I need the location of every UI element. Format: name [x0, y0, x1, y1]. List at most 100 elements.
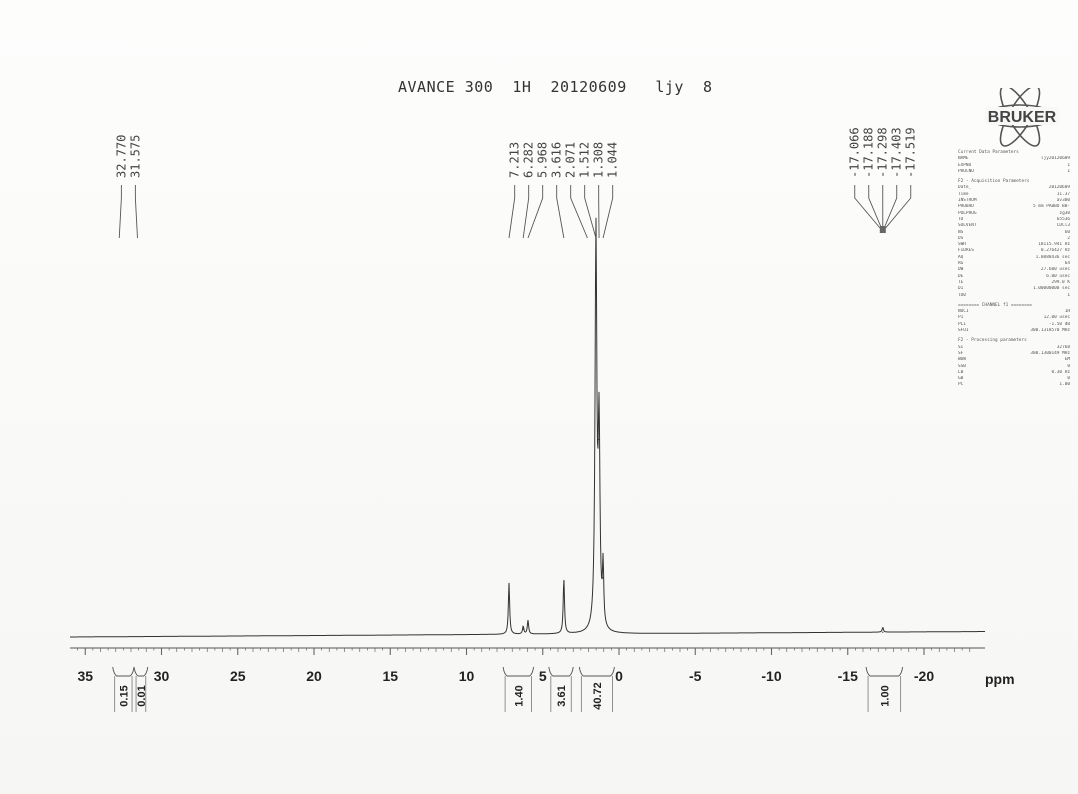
param-value: zg30 — [1059, 210, 1070, 216]
param-value: 64 — [1064, 261, 1070, 267]
peak-cluster-marker — [879, 226, 886, 233]
param-row: SI 32768 — [958, 345, 1070, 351]
param-row: PL1 -1.50 dB — [958, 322, 1070, 328]
param-key: NS — [958, 229, 964, 235]
spectrum-peak — [882, 631, 884, 633]
integral-bracket — [502, 666, 535, 677]
peak-label-leader — [885, 185, 912, 229]
param-value: CDCl3 — [1056, 223, 1070, 229]
peak-label: 2.071 — [564, 142, 578, 178]
peak-label: 1.044 — [606, 142, 620, 178]
param-key: TD0 — [958, 292, 966, 298]
bruker-logo-icon: BRUKER — [985, 85, 1059, 147]
param-row: TD0 1 — [958, 293, 1070, 299]
param-key: FIDRES — [958, 248, 974, 254]
x-tick-label: 5 — [539, 668, 547, 684]
spectrum-peak — [508, 585, 510, 587]
param-key: INSTRUM — [958, 198, 977, 204]
param-key: NUC1 — [958, 309, 969, 315]
integral-value: 0.01 — [136, 685, 148, 706]
param-row: WDW EM — [958, 357, 1070, 363]
param-value: 0.30 Hz — [1051, 369, 1070, 375]
param-value: 65536 — [1056, 216, 1070, 222]
param-key: TE — [958, 279, 964, 285]
param-value: 1.00 — [1059, 382, 1070, 388]
param-value: 1 — [1067, 292, 1070, 298]
peak-label-leader — [602, 185, 614, 239]
param-key: Date_ — [958, 185, 972, 191]
peak-label: -17.403 — [890, 127, 904, 178]
param-key: RG — [958, 261, 964, 267]
param-value: 299.0 K — [1051, 279, 1070, 285]
param-key: DE — [958, 273, 964, 279]
param-value: 11.37 — [1056, 191, 1070, 197]
spectrum-peak — [522, 628, 524, 630]
param-value: 2 — [1067, 235, 1070, 241]
param-row: TE 299.0 K — [958, 280, 1070, 286]
peak-label: 31.575 — [128, 135, 142, 178]
integral-value: 0.15 — [118, 685, 130, 706]
param-value: 60 — [1064, 229, 1070, 235]
x-tick-label: -5 — [689, 668, 702, 684]
param-value: 6.00 usec — [1046, 273, 1070, 279]
param-key: PC — [958, 382, 964, 388]
peak-label: 1.512 — [578, 142, 592, 178]
peak-label: 6.282 — [522, 142, 536, 178]
param-row: SOLVENT CDCl3 — [958, 223, 1070, 229]
peak-label: -17.298 — [876, 127, 890, 178]
param-row: NS 60 — [958, 230, 1070, 236]
spectrum-peak — [598, 438, 600, 441]
param-row: PROBHD 5 mm PABBO BB- — [958, 204, 1070, 210]
param-row: NUC1 1H — [958, 309, 1070, 315]
param-key: DW — [958, 267, 964, 273]
param-row: PULPROG zg30 — [958, 211, 1070, 217]
param-row: PROCNO 1 — [958, 169, 1070, 175]
integral-bracket — [548, 666, 574, 677]
peak-label-leader — [868, 185, 882, 229]
param-key: PROBHD — [958, 204, 974, 210]
x-tick-label: 20 — [306, 668, 322, 684]
spectrum-trace — [70, 217, 985, 638]
param-key: EXPNO — [958, 162, 972, 168]
param-value: 1 — [1067, 168, 1070, 174]
param-value: 27.600 usec — [1040, 267, 1070, 273]
x-tick-label: -10 — [761, 668, 781, 684]
peak-label: 3.616 — [550, 142, 564, 178]
param-row: SWH 18115.941 Hz — [958, 242, 1070, 248]
peak-label-leader — [556, 185, 565, 239]
spectrum-peak — [527, 622, 529, 624]
x-axis: 35 30 25 20 15 10 5 0 -5 -10 -15 -20 — [70, 647, 985, 684]
param-row: INSTRUM av300 — [958, 198, 1070, 204]
param-value: 20120609 — [1048, 185, 1070, 191]
param-row: NAME ljy20120609 — [958, 156, 1070, 162]
peak-label: -17.519 — [904, 127, 918, 178]
param-key: WDW — [958, 357, 966, 363]
integral-bracket — [133, 666, 149, 677]
param-section-title: Current Data Parameters — [958, 150, 1019, 155]
param-row: P1 12.00 usec — [958, 315, 1070, 321]
param-row: AQ 1.8088436 sec — [958, 255, 1070, 261]
peak-label: 32.770 — [114, 135, 128, 178]
param-value: ljy20120609 — [1040, 156, 1070, 162]
param-row: DW 27.600 usec — [958, 267, 1070, 273]
param-section-title: ======== CHANNEL f1 ======== — [958, 302, 1033, 308]
spectrum-peak — [563, 581, 565, 583]
parameters-panel: Current Data Parameters NAME ljy20120609 EX… — [958, 150, 1070, 393]
spectrum-title: AVANCE 300 1H 20120609 ljy 8 — [398, 78, 713, 96]
x-tick-label: 35 — [77, 668, 93, 684]
param-row: SFO1 300.1318570 MHz — [958, 328, 1070, 334]
param-key: D1 — [958, 286, 964, 292]
param-row: LB 0.30 Hz — [958, 370, 1070, 376]
bruker-logo-text: BRUKER — [988, 109, 1057, 126]
param-key: LB — [958, 369, 964, 375]
param-section: Current Data Parameters NAME ljy20120609 EX… — [958, 150, 1070, 175]
spectrum-peak — [595, 241, 597, 243]
param-key: SI — [958, 344, 964, 350]
param-key: AQ — [958, 254, 964, 260]
integral-bracket — [578, 666, 615, 677]
param-row: GB 0 — [958, 376, 1070, 382]
param-key: SWH — [958, 242, 966, 248]
param-value: 5 mm PABBO BB- — [1032, 204, 1070, 210]
